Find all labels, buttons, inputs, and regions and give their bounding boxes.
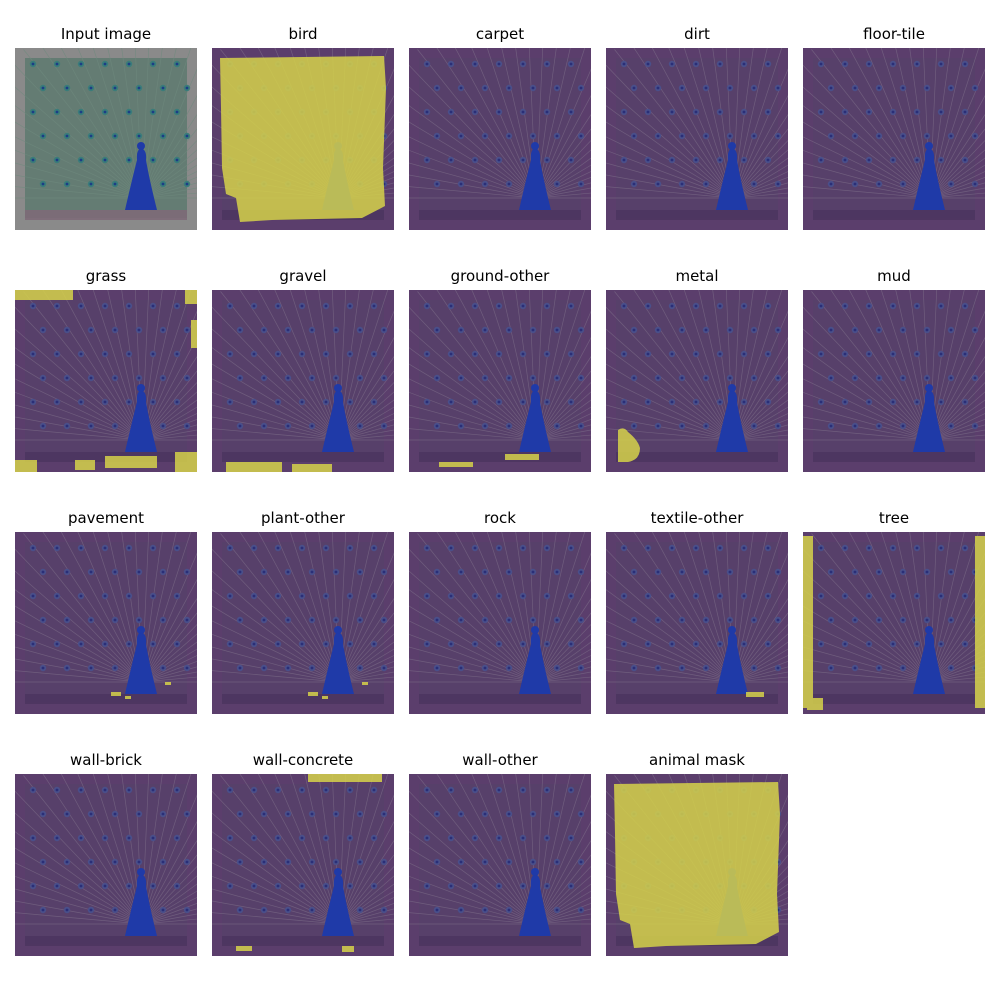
mask-overlay-image [212, 48, 394, 230]
mask-overlay-image [409, 290, 591, 472]
mask-overlay-image [606, 532, 788, 714]
mask-overlay-image [606, 48, 788, 230]
panel-pavement: pavement [15, 509, 197, 714]
mask-overlay-image [606, 290, 788, 472]
mask-overlay-image [803, 48, 985, 230]
panel-grass: grass [15, 267, 197, 472]
panel-title: mud [877, 267, 911, 285]
panel-wall-concrete: wall-concrete [212, 751, 394, 956]
panel-floor-tile: floor-tile [803, 25, 985, 230]
panel-title: wall-concrete [252, 751, 354, 769]
panel-input-image: Input image [15, 25, 197, 230]
mask-overlay-image [606, 774, 788, 956]
panel-bird: bird [212, 25, 394, 230]
panel-title: metal [675, 267, 719, 285]
mask-overlay-image [803, 532, 985, 714]
panel-title: bird [288, 25, 318, 43]
panel-title: rock [484, 509, 516, 527]
mask-overlay-image [15, 532, 197, 714]
panel-plant-other: plant-other [212, 509, 394, 714]
panel-animal-mask: animal mask [606, 751, 788, 956]
panel-mud: mud [803, 267, 985, 472]
panel-title: plant-other [261, 509, 345, 527]
panel-title: grass [85, 267, 127, 285]
panel-rock: rock [409, 509, 591, 714]
panel-textile-other: textile-other [606, 509, 788, 714]
mask-overlay-image [409, 774, 591, 956]
panel-title: gravel [279, 267, 327, 285]
panel-title: Input image [60, 25, 152, 43]
panel-wall-other: wall-other [409, 751, 591, 956]
mask-overlay-image [212, 774, 394, 956]
panel-carpet: carpet [409, 25, 591, 230]
panel-ground-other: ground-other [409, 267, 591, 472]
panel-title: carpet [475, 25, 525, 43]
mask-overlay-image [15, 290, 197, 472]
panel-wall-brick: wall-brick [15, 751, 197, 956]
mask-overlay-image [803, 290, 985, 472]
panel-title: tree [878, 509, 910, 527]
panel-gravel: gravel [212, 267, 394, 472]
panel-title: ground-other [450, 267, 550, 285]
panel-title: animal mask [649, 751, 745, 769]
mask-overlay-image [212, 532, 394, 714]
panel-title: textile-other [650, 509, 744, 527]
panel-metal: metal [606, 267, 788, 472]
mask-overlay-image [212, 290, 394, 472]
mask-overlay-image [15, 774, 197, 956]
panel-dirt: dirt [606, 25, 788, 230]
mask-overlay-image [409, 532, 591, 714]
mask-overlay-image [409, 48, 591, 230]
panel-title: wall-brick [70, 751, 142, 769]
panel-title: floor-tile [863, 25, 925, 43]
panel-title: dirt [684, 25, 710, 43]
panel-title: wall-other [462, 751, 538, 769]
panel-tree: tree [803, 509, 985, 714]
input-image [15, 48, 197, 230]
panel-title: pavement [67, 509, 145, 527]
